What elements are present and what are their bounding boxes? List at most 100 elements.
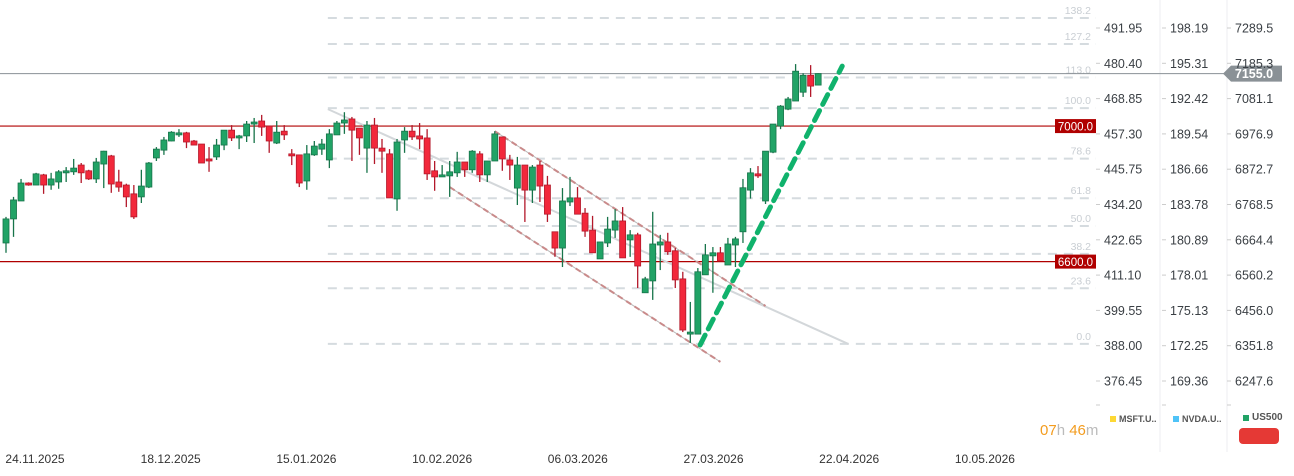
legend-us500[interactable]: US500 xyxy=(1243,412,1283,423)
fib-level-label: 127.2 xyxy=(1065,31,1091,43)
y-tick-label: 480.40 xyxy=(1104,57,1142,71)
candle-down xyxy=(416,123,424,150)
price-level-tag xyxy=(1055,254,1096,269)
legend-nvda[interactable]: NVDA.U.. xyxy=(1173,414,1222,424)
candle-body xyxy=(536,164,544,187)
y-tick-label: 434.20 xyxy=(1104,198,1142,212)
x-tick-label: 27.03.2026 xyxy=(683,452,743,466)
candle-down xyxy=(130,185,138,219)
candle-body xyxy=(258,120,266,128)
candle-up xyxy=(732,236,739,268)
candle-body xyxy=(152,148,160,159)
candle-up xyxy=(769,123,777,154)
candle-up xyxy=(213,138,220,160)
candle-body xyxy=(17,182,25,202)
candle-body xyxy=(611,220,619,231)
candle-body xyxy=(468,150,476,171)
candle-up xyxy=(243,121,251,143)
fib-level-label: 38.2 xyxy=(1071,241,1092,253)
candle-up xyxy=(792,64,799,102)
candle-up xyxy=(220,129,228,151)
timer-h: h xyxy=(1056,422,1066,439)
candle-up xyxy=(363,121,371,173)
channel-upper xyxy=(494,130,767,307)
y-tick-label: 411.10 xyxy=(1104,269,1141,283)
legend-msft[interactable]: MSFT.U.. xyxy=(1110,414,1157,424)
candle-up xyxy=(10,196,17,237)
candle-down xyxy=(295,154,303,188)
candle-body xyxy=(325,133,333,161)
candle-up xyxy=(513,156,521,206)
candle-body xyxy=(145,162,153,188)
candle-body xyxy=(160,139,168,151)
candle-body xyxy=(619,220,627,259)
candle-up xyxy=(303,145,311,190)
candle-body xyxy=(747,172,754,191)
candle-down xyxy=(581,208,589,237)
candle-up xyxy=(310,140,318,156)
candle-body xyxy=(318,143,326,150)
candle-down xyxy=(807,65,815,97)
candle-up xyxy=(694,268,702,335)
candle-up xyxy=(273,121,281,145)
candle-body xyxy=(483,160,491,176)
candle-body xyxy=(626,234,634,241)
candle-body xyxy=(92,161,100,180)
candle-up xyxy=(468,150,476,173)
candle-down xyxy=(378,138,386,173)
candle-down xyxy=(544,175,551,222)
candle-down xyxy=(679,271,687,333)
candle-body xyxy=(273,131,281,144)
candle-body xyxy=(198,143,205,164)
price-level-label: 6600.0 xyxy=(1058,257,1093,269)
candle-body xyxy=(498,136,506,160)
candle-down xyxy=(664,232,672,255)
candle-body xyxy=(513,164,521,189)
candle-body xyxy=(732,238,739,246)
candle-body xyxy=(709,252,717,257)
y-tick-label: 468.85 xyxy=(1104,92,1142,106)
x-tick-label: 06.03.2026 xyxy=(548,452,608,466)
candle-body xyxy=(130,193,138,218)
candle-up xyxy=(724,237,732,266)
y-tick-label: 192.42 xyxy=(1170,92,1208,106)
candle-body xyxy=(506,159,514,166)
candle-body xyxy=(649,243,657,282)
candle-body xyxy=(333,122,341,136)
candle-body xyxy=(807,74,815,87)
timer-hours: 07 xyxy=(1040,422,1057,439)
y-tick-label: 6560.2 xyxy=(1235,269,1273,283)
candle-body xyxy=(438,174,446,178)
fib-level-label: 113.0 xyxy=(1066,64,1092,76)
candle-countdown: 07h 46m xyxy=(1040,422,1098,439)
candle-up xyxy=(559,188,566,268)
candle-body xyxy=(754,173,762,177)
candle-up xyxy=(2,216,10,253)
candle-up xyxy=(656,234,664,271)
candle-up xyxy=(175,129,183,137)
candle-body xyxy=(100,150,108,165)
y-tick-label: 189.54 xyxy=(1170,127,1208,141)
candle-up xyxy=(701,243,709,276)
y-tick-label: 195.31 xyxy=(1170,57,1208,71)
candle-up xyxy=(393,138,401,211)
current-price-label: 7155.0 xyxy=(1235,67,1273,81)
candle-body xyxy=(386,153,393,199)
candle-down xyxy=(107,154,115,193)
candle-down xyxy=(574,187,581,215)
candle-body xyxy=(408,130,416,138)
candle-body xyxy=(431,170,439,178)
candle-body xyxy=(137,185,145,198)
candle-body xyxy=(25,182,32,186)
candle-body xyxy=(814,73,822,86)
candle-body xyxy=(686,331,694,335)
timer-minutes: 46 xyxy=(1069,422,1086,439)
x-tick-label: 10.02.2026 xyxy=(412,452,472,466)
candle-body xyxy=(574,197,581,215)
candle-body xyxy=(551,231,559,249)
candle-down xyxy=(228,125,236,141)
sell-button[interactable] xyxy=(1239,428,1279,444)
candle-up xyxy=(17,178,25,202)
candle-body xyxy=(40,174,47,186)
